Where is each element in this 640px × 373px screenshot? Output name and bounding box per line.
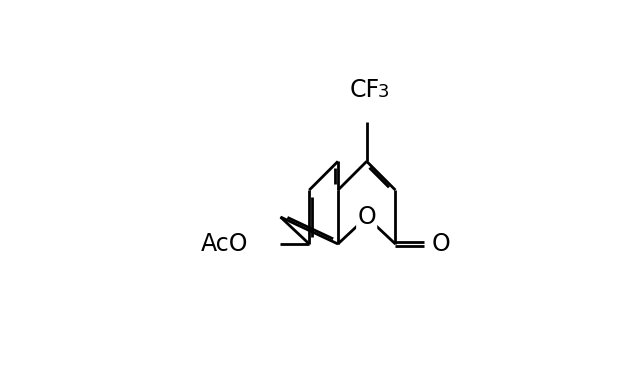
- Text: 3: 3: [378, 84, 389, 101]
- Text: O: O: [431, 232, 450, 256]
- Text: AcO: AcO: [201, 232, 248, 256]
- Text: CF: CF: [350, 78, 380, 102]
- Text: O: O: [357, 205, 376, 229]
